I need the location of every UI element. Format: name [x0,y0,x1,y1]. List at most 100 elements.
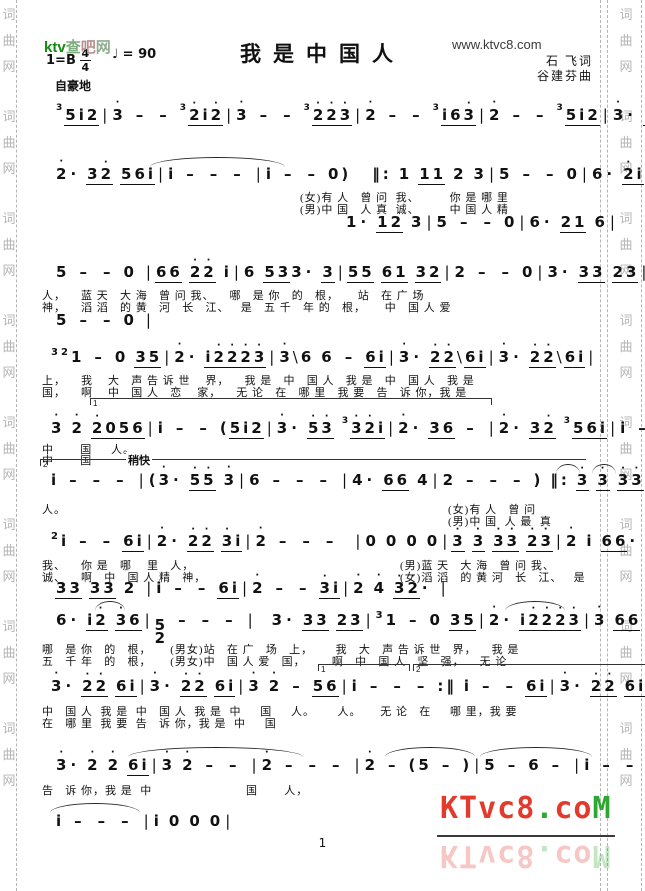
dash: – [512,106,521,124]
note: i [202,106,209,124]
octave-dot-above: · [376,570,382,581]
note: 2 · [398,410,410,438]
octave-dot-above: · [455,524,461,535]
beam-group: i 2 · 2 · 2 · 3 · [519,604,581,632]
note: 3 · [493,524,505,550]
note: 2 · [529,340,542,366]
symbol: : [437,677,445,695]
octave-dot-above: · [546,340,552,351]
watermark-character: 网 [619,671,633,686]
lyric-line: 人。 [42,504,66,516]
watermark-character: 曲 [2,441,16,456]
note: 3 · [56,747,68,775]
note: 0 [406,532,418,550]
watermark-character: 网 [2,671,16,686]
watermark-character: 曲 [619,135,633,150]
note: i [579,106,586,124]
note: 1 [395,263,407,281]
barline: | [537,263,544,281]
page-number: 1 [318,836,327,850]
site-logo-suffix: 查吧网 [66,39,111,56]
beam-group: i 2 · 2 · 2 · 3 · [204,340,267,369]
note: 2 · [95,669,108,695]
watermark-character: 曲 [619,645,633,660]
note: 5 [436,213,448,231]
note: 3 [322,263,334,281]
note: 5 [573,419,585,437]
barline: | [609,213,616,231]
composer-credit: 谷建芬曲 [536,69,593,83]
note: 3 · [51,668,63,696]
dash: – [489,471,499,489]
dash: – [92,471,102,489]
dash: – [116,471,125,489]
note: 2 · [268,668,281,696]
note: i [56,812,63,830]
beam-group: 2 · i 2 · [188,99,224,127]
note: 2 · [156,523,169,551]
watermark-character: 曲 [2,237,16,252]
note: 2 · [213,340,225,366]
octave-dot-above: · [160,523,165,534]
augmentation-dot: · [70,165,78,183]
lyric-line: 人， 蓝 天 大 海 曾 问 我、 哪 是 你 的 根， 站 在 广 场 [42,290,425,302]
dash: – [229,756,238,774]
octave-dot-above: · [230,340,236,351]
octave-dot-above: · [59,156,65,167]
octave-dot-above: · [257,340,262,351]
note: 3 [529,419,542,437]
dash: – [175,419,185,437]
note: 3 · [248,668,260,696]
beam-group: 3 [321,263,335,284]
barline: | [146,532,153,550]
symbol: : [560,471,568,489]
symbol: ‖ [372,165,381,183]
octave-dot-above: · [600,463,606,474]
augmentation-dot: · [291,419,298,437]
barline: | [269,348,276,366]
note: 0 [365,532,377,550]
watermark-character: 词 [619,313,633,328]
barline: | [102,106,109,124]
note: i [520,611,527,629]
slide-mark: \ [292,348,299,366]
note: 6 [249,471,261,489]
watermark-character: 曲 [619,339,633,354]
octave-dot-above: · [193,255,198,266]
music-notation: i – – – |(3 · · 5 · 5 · 3 · | 6– – – | 4 · 6 6 4 | 2– – –) ‖:3 · 3 · 3 ·… [50,463,645,492]
note: 2 · [364,747,377,775]
barline: | [266,419,273,437]
barline: | [588,348,595,366]
note: 5 [65,106,77,124]
watermark-character: 词 [619,619,633,634]
octave-dot-above: · [580,463,586,474]
note: i [235,532,242,550]
dash: – [441,756,451,774]
tempo-marking: ♩ = 90 [112,47,156,62]
music-line: i – – – | i 0 0 0 | [55,812,234,830]
barline: | [488,348,495,366]
beam-group: 2 · 3 · [526,525,553,553]
note: 2 · [187,524,200,550]
octave-dot-above: · [496,524,502,535]
slur-arc [150,157,285,167]
note: 0 [123,311,135,329]
note: 6 [381,263,394,281]
watermark-character: 词 [2,415,16,430]
site-logo-suffix-char: 网 [95,39,111,56]
octave-dot-above: · [546,411,552,422]
lyric-line: 哪 是 你 的 根， (男女)站 在 广 场 上， 我 大 声 告 诉 世 界，… [42,644,520,656]
watermark-character: 曲 [619,237,633,252]
dash: – [102,263,112,281]
note: 3 · [236,97,248,125]
note: 6 [564,348,577,366]
note: 2 [453,165,465,183]
dash: – [278,532,288,550]
note: 2 [123,579,136,597]
